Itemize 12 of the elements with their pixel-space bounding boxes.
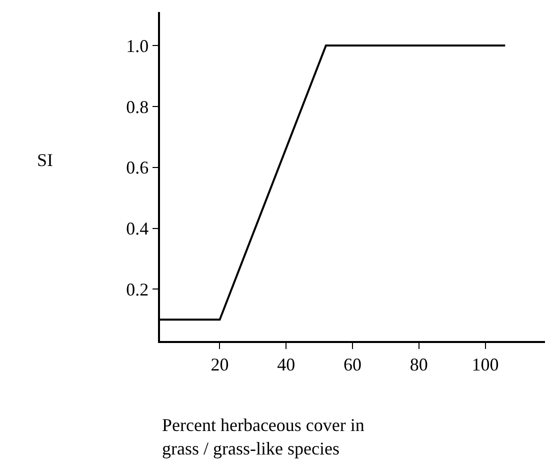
y-tick-label: 0.2 [126, 280, 149, 300]
x-tick-label: 40 [277, 354, 296, 374]
y-tick-label: 0.6 [126, 158, 149, 178]
x-tick-label: 100 [472, 354, 499, 374]
y-tick-label: 0.4 [126, 218, 149, 239]
x-tick-label: 80 [410, 354, 428, 374]
y-tick-label: 1.0 [126, 36, 149, 56]
y-tick-label: 0.8 [126, 96, 149, 117]
x-tick-label: 60 [344, 354, 362, 374]
y-axis-title: SI [37, 150, 54, 170]
x-tick-label: 20 [210, 354, 229, 374]
x-axis-title: Percent herbaceous cover in grass / grass-like species [162, 415, 364, 458]
